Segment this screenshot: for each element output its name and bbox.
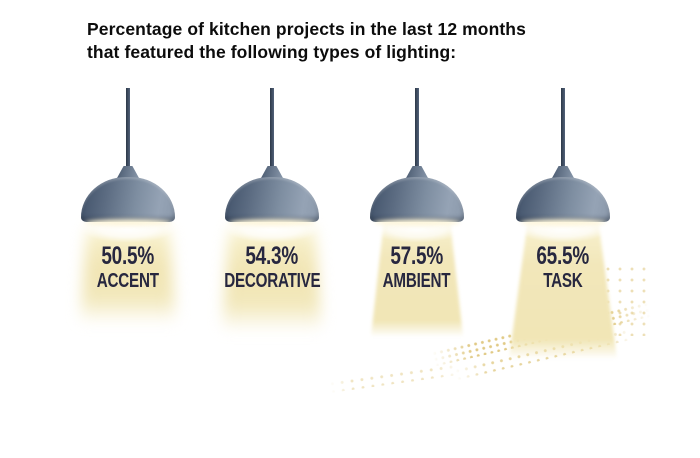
lamp-cap-icon: [406, 166, 428, 178]
percentage-value: 54.3%: [200, 243, 344, 270]
lamp-stat: 57.5% AMBIENT: [345, 243, 489, 292]
percentage-value: 50.5%: [56, 243, 200, 270]
label-text: AMBIENT: [383, 270, 451, 292]
percentage-text: 50.5%: [101, 242, 155, 270]
chart-title-line2: that featured the following types of lig…: [87, 42, 457, 62]
lighting-type-label: DECORATIVE: [200, 271, 344, 292]
lamp-cap-icon: [117, 166, 139, 178]
lamp-shade-icon: [225, 177, 319, 222]
percentage-text: 65.5%: [536, 242, 590, 270]
lamp-stat: 50.5% ACCENT: [56, 243, 200, 292]
pendant-lamp-task: 65.5% TASK: [491, 88, 635, 398]
pendant-lamp-ambient: 57.5% AMBIENT: [345, 88, 489, 398]
chart-title-line1: Percentage of kitchen projects in the la…: [87, 19, 526, 39]
label-text: TASK: [543, 270, 583, 292]
lighting-type-label: TASK: [491, 271, 635, 292]
lamp-cap-icon: [552, 166, 574, 178]
lamp-shade-icon: [516, 177, 610, 222]
percentage-text: 57.5%: [390, 242, 444, 270]
lamp-cord-icon: [270, 88, 274, 169]
lighting-type-label: AMBIENT: [345, 271, 489, 292]
lamp-cord-icon: [415, 88, 419, 169]
pendant-lamp-accent: 50.5% ACCENT: [56, 88, 200, 398]
lamp-stat: 65.5% TASK: [491, 243, 635, 292]
lamp-stat: 54.3% DECORATIVE: [200, 243, 344, 292]
lamp-cord-icon: [561, 88, 565, 169]
lamp-shade-icon: [370, 177, 464, 222]
lamp-cord-icon: [126, 88, 130, 169]
label-text: ACCENT: [97, 270, 159, 292]
lighting-type-label: ACCENT: [56, 271, 200, 292]
percentage-text: 54.3%: [245, 242, 299, 270]
chart-title: Percentage of kitchen projects in the la…: [87, 18, 526, 64]
label-text: DECORATIVE: [223, 270, 321, 292]
lamp-shade-icon: [81, 177, 175, 222]
lamp-cap-icon: [261, 166, 283, 178]
percentage-value: 57.5%: [345, 243, 489, 270]
percentage-value: 65.5%: [491, 243, 635, 270]
pendant-lamp-decorative: 54.3% DECORATIVE: [200, 88, 344, 398]
